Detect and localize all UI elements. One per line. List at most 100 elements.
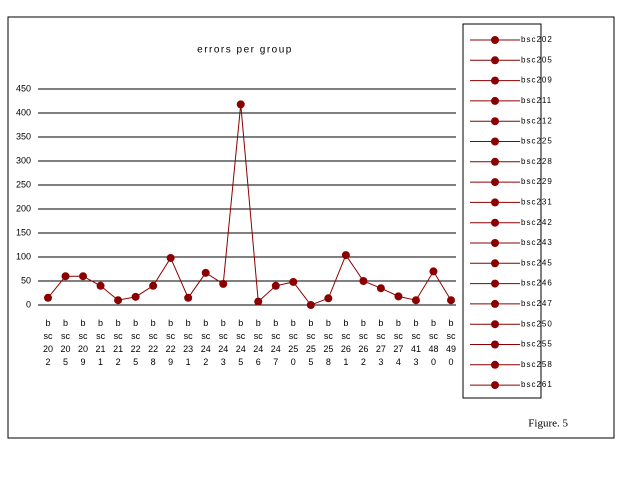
data-point bbox=[184, 293, 193, 302]
x-tick-label: b sc 24 6 bbox=[253, 318, 263, 367]
legend-marker bbox=[491, 218, 499, 227]
y-tick-label: 400 bbox=[16, 107, 31, 117]
data-point bbox=[359, 277, 368, 285]
y-tick-label: 0 bbox=[26, 299, 31, 309]
x-tick-label: b sc 21 1 bbox=[96, 318, 106, 367]
legend-marker bbox=[491, 299, 499, 308]
data-point bbox=[114, 296, 123, 305]
x-tick-label: b sc 48 0 bbox=[428, 318, 438, 367]
y-tick-label: 300 bbox=[16, 155, 31, 165]
y-tick-label: 200 bbox=[16, 203, 31, 213]
data-point bbox=[429, 267, 438, 276]
legend-label: bsc255 bbox=[521, 340, 553, 349]
legend-marker bbox=[491, 96, 499, 105]
y-tick-label: 50 bbox=[21, 275, 31, 285]
legend-marker bbox=[491, 56, 499, 65]
data-point bbox=[219, 279, 228, 288]
data-point bbox=[254, 297, 263, 306]
legend-marker bbox=[491, 360, 499, 369]
legend-label: bsc211 bbox=[521, 96, 552, 105]
legend-label: bsc229 bbox=[521, 177, 553, 186]
legend-label: bsc231 bbox=[521, 198, 553, 207]
legend-marker bbox=[491, 76, 499, 85]
legend-label: bsc250 bbox=[521, 319, 553, 328]
data-point bbox=[96, 281, 105, 290]
x-tick-label: b sc 22 9 bbox=[166, 318, 176, 367]
legend-marker bbox=[491, 157, 499, 166]
data-point bbox=[44, 293, 52, 302]
data-point bbox=[411, 296, 420, 305]
x-tick-label: b sc 24 7 bbox=[271, 318, 281, 367]
x-tick-label: b sc 20 2 bbox=[43, 318, 53, 367]
legend-label: bsc242 bbox=[521, 218, 553, 227]
legend-label: bsc258 bbox=[521, 360, 553, 369]
legend-label: bsc243 bbox=[521, 238, 553, 247]
legend-label: bsc228 bbox=[521, 157, 553, 166]
legend-label: bsc261 bbox=[521, 380, 553, 389]
x-tick-label: b sc 41 3 bbox=[411, 318, 421, 367]
x-tick-label: b sc 27 3 bbox=[376, 318, 386, 367]
data-point bbox=[236, 100, 245, 109]
data-point bbox=[79, 272, 88, 281]
data-point bbox=[271, 281, 280, 290]
legend-marker bbox=[491, 239, 499, 247]
data-point bbox=[376, 284, 385, 293]
x-tick-label: b sc 26 2 bbox=[358, 318, 368, 367]
data-point bbox=[394, 292, 403, 301]
y-tick-label: 100 bbox=[16, 251, 31, 261]
legend-marker bbox=[491, 259, 499, 268]
legend-marker bbox=[491, 381, 499, 390]
legend-marker bbox=[491, 117, 499, 126]
legend-label: bsc205 bbox=[521, 55, 553, 64]
legend-marker bbox=[491, 340, 499, 349]
x-tick-label: b sc 20 9 bbox=[78, 318, 88, 367]
x-tick-label: b sc 27 4 bbox=[393, 318, 403, 367]
legend-frame bbox=[462, 23, 542, 399]
x-tick-label: b sc 24 3 bbox=[218, 318, 228, 367]
legend-label: bsc246 bbox=[521, 279, 553, 288]
chart-title: errors per group bbox=[197, 45, 293, 56]
data-point bbox=[149, 281, 158, 290]
x-tick-label: b sc 22 5 bbox=[131, 318, 141, 367]
legend-label: bsc202 bbox=[521, 35, 553, 44]
chart-frame bbox=[7, 16, 615, 439]
legend-marker bbox=[491, 320, 499, 329]
y-tick-label: 150 bbox=[16, 227, 31, 237]
data-point bbox=[341, 251, 350, 260]
x-tick-label: b sc 49 0 bbox=[446, 318, 456, 367]
x-tick-label: b sc 26 1 bbox=[341, 318, 351, 367]
x-tick-label: b sc 24 5 bbox=[236, 318, 246, 367]
x-tick-label: b sc 21 2 bbox=[113, 318, 123, 367]
y-tick-label: 250 bbox=[16, 179, 31, 189]
data-point bbox=[61, 272, 70, 281]
data-line bbox=[47, 104, 452, 306]
x-tick-label: b sc 25 0 bbox=[288, 318, 298, 367]
data-point bbox=[447, 296, 455, 305]
data-point bbox=[289, 277, 298, 286]
figure-caption: Figure. 5 bbox=[528, 418, 568, 430]
data-point bbox=[306, 301, 315, 309]
data-point bbox=[166, 253, 175, 262]
legend-label: bsc212 bbox=[521, 116, 553, 125]
data-point bbox=[324, 294, 333, 303]
legend-label: bsc225 bbox=[521, 137, 553, 146]
data-point bbox=[201, 268, 210, 277]
x-tick-label: b sc 22 8 bbox=[148, 318, 158, 367]
y-tick-label: 350 bbox=[16, 131, 31, 141]
y-tick-label: 450 bbox=[16, 83, 31, 93]
x-tick-label: b sc 25 5 bbox=[306, 318, 316, 367]
data-point bbox=[131, 292, 140, 301]
legend-marker bbox=[491, 36, 499, 44]
legend-marker bbox=[491, 137, 499, 146]
legend-label: bsc209 bbox=[521, 76, 553, 85]
legend-label: bsc245 bbox=[521, 258, 553, 267]
x-tick-label: b sc 24 2 bbox=[201, 318, 211, 367]
x-tick-label: b sc 25 8 bbox=[323, 318, 333, 367]
legend-label: bsc247 bbox=[521, 299, 553, 308]
x-tick-label: b sc 20 5 bbox=[61, 318, 71, 367]
legend-marker bbox=[491, 279, 499, 288]
legend-marker bbox=[491, 178, 499, 187]
legend-marker bbox=[491, 198, 499, 207]
x-tick-label: b sc 23 1 bbox=[183, 318, 193, 367]
